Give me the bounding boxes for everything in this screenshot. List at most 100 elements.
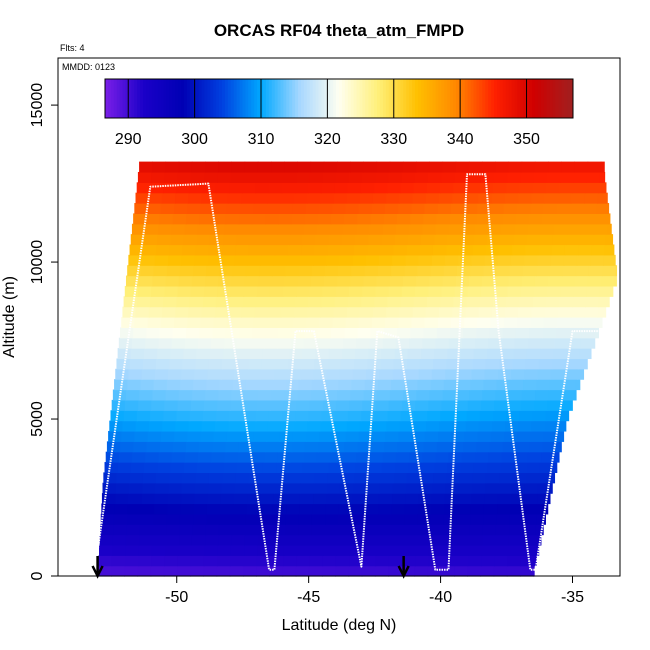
heatmap-cell <box>518 420 533 432</box>
heatmap-cell <box>551 358 566 370</box>
heatmap-cell <box>190 555 205 567</box>
y-axis-label: Altitude (m) <box>1 276 18 358</box>
heatmap-cell <box>494 399 509 411</box>
heatmap-cell <box>286 368 301 380</box>
heatmap-cell <box>524 368 539 380</box>
heatmap-cell <box>117 462 132 473</box>
heatmap-cell <box>602 265 616 277</box>
heatmap-cell <box>521 389 536 401</box>
heatmap-cell <box>412 306 427 318</box>
heatmap-cell <box>214 420 229 432</box>
heatmap-cell <box>339 493 354 505</box>
heatmap-cell <box>155 244 170 256</box>
heatmap-cell <box>153 265 168 277</box>
heatmap-cell <box>151 544 166 556</box>
heatmap-cell <box>466 410 481 422</box>
heatmap-cell <box>113 524 128 536</box>
heatmap-cell <box>195 358 210 370</box>
heatmap-cell <box>130 234 145 246</box>
heatmap-cell <box>604 244 615 256</box>
colorbar-segment <box>350 79 355 118</box>
heatmap-cell <box>453 182 468 194</box>
heatmap-cell <box>391 265 405 277</box>
heatmap-cell <box>540 337 555 349</box>
heatmap-cell <box>319 203 333 214</box>
heatmap-cell <box>406 358 421 370</box>
heatmap-cell <box>133 441 148 453</box>
heatmap-cell <box>381 348 396 360</box>
colorbar-segment <box>324 79 328 118</box>
heatmap-cell <box>293 306 308 318</box>
colorbar-segment <box>262 79 267 118</box>
heatmap-cell <box>314 244 329 256</box>
heatmap-cell <box>283 399 297 411</box>
heatmap-cell <box>490 430 505 442</box>
heatmap-cell <box>370 213 385 225</box>
heatmap-cell <box>257 161 272 173</box>
heatmap-cell <box>423 441 438 453</box>
heatmap-cell <box>349 544 364 556</box>
heatmap-cell <box>398 203 412 214</box>
heatmap-cell <box>501 337 516 349</box>
heatmap-cell <box>220 493 235 505</box>
heatmap-cell <box>535 389 549 401</box>
heatmap-cell <box>568 327 583 339</box>
heatmap-cell <box>304 213 319 225</box>
heatmap-cell <box>401 555 416 567</box>
heatmap-cell <box>339 368 354 380</box>
heatmap-cell <box>514 337 529 349</box>
heatmap-cell <box>458 368 473 380</box>
heatmap-cell <box>603 254 616 266</box>
heatmap-cell <box>401 285 416 297</box>
heatmap-cell <box>522 513 537 525</box>
heatmap-cell <box>531 420 546 432</box>
heatmap-cell <box>171 337 186 349</box>
heatmap-cell <box>148 420 163 432</box>
colorbar-segment <box>295 79 299 118</box>
x-tick-label: -50 <box>165 589 188 606</box>
heatmap-cell <box>353 358 368 370</box>
heatmap-cell <box>495 161 510 173</box>
heatmap-cell <box>391 503 406 515</box>
heatmap-cell <box>243 399 258 411</box>
heatmap-cell <box>298 379 313 391</box>
heatmap-cell <box>489 441 504 453</box>
colorbar-segment <box>178 79 182 118</box>
colorbar-segment <box>353 79 358 118</box>
heatmap-cell <box>220 503 234 515</box>
heatmap-cell <box>260 368 275 380</box>
colorbar-segment <box>505 79 510 118</box>
heatmap-cell <box>177 555 192 567</box>
heatmap-cell <box>395 451 410 463</box>
colorbar-tick-label: 320 <box>314 131 341 148</box>
heatmap-cell <box>374 182 388 194</box>
heatmap-cell <box>416 161 430 173</box>
colorbar-segment <box>128 79 132 118</box>
heatmap-cell <box>353 244 368 256</box>
heatmap-cell <box>232 524 246 536</box>
heatmap-cell <box>430 524 444 536</box>
heatmap-cell <box>379 368 393 380</box>
heatmap-cell <box>327 358 342 370</box>
colorbar-segment <box>511 79 515 118</box>
heatmap-cell <box>165 534 180 546</box>
heatmap-cell <box>495 524 510 536</box>
heatmap-cell <box>485 472 500 484</box>
heatmap-cell <box>386 192 400 204</box>
heatmap-cell <box>455 389 470 401</box>
colorbar-segment <box>312 79 317 118</box>
heatmap-cell <box>165 389 180 401</box>
heatmap-cell <box>162 420 176 432</box>
heatmap-cell <box>519 410 534 422</box>
heatmap-cell <box>560 399 573 411</box>
heatmap-cell <box>526 348 541 360</box>
heatmap-cell <box>464 317 479 328</box>
heatmap-cell <box>183 462 198 473</box>
heatmap-cell <box>332 430 347 442</box>
heatmap-cell <box>218 275 233 287</box>
heatmap-cell <box>230 285 245 297</box>
heatmap-cell <box>334 182 349 194</box>
heatmap-cell <box>151 285 165 297</box>
heatmap-cell <box>279 203 294 214</box>
heatmap-cell <box>125 544 140 556</box>
